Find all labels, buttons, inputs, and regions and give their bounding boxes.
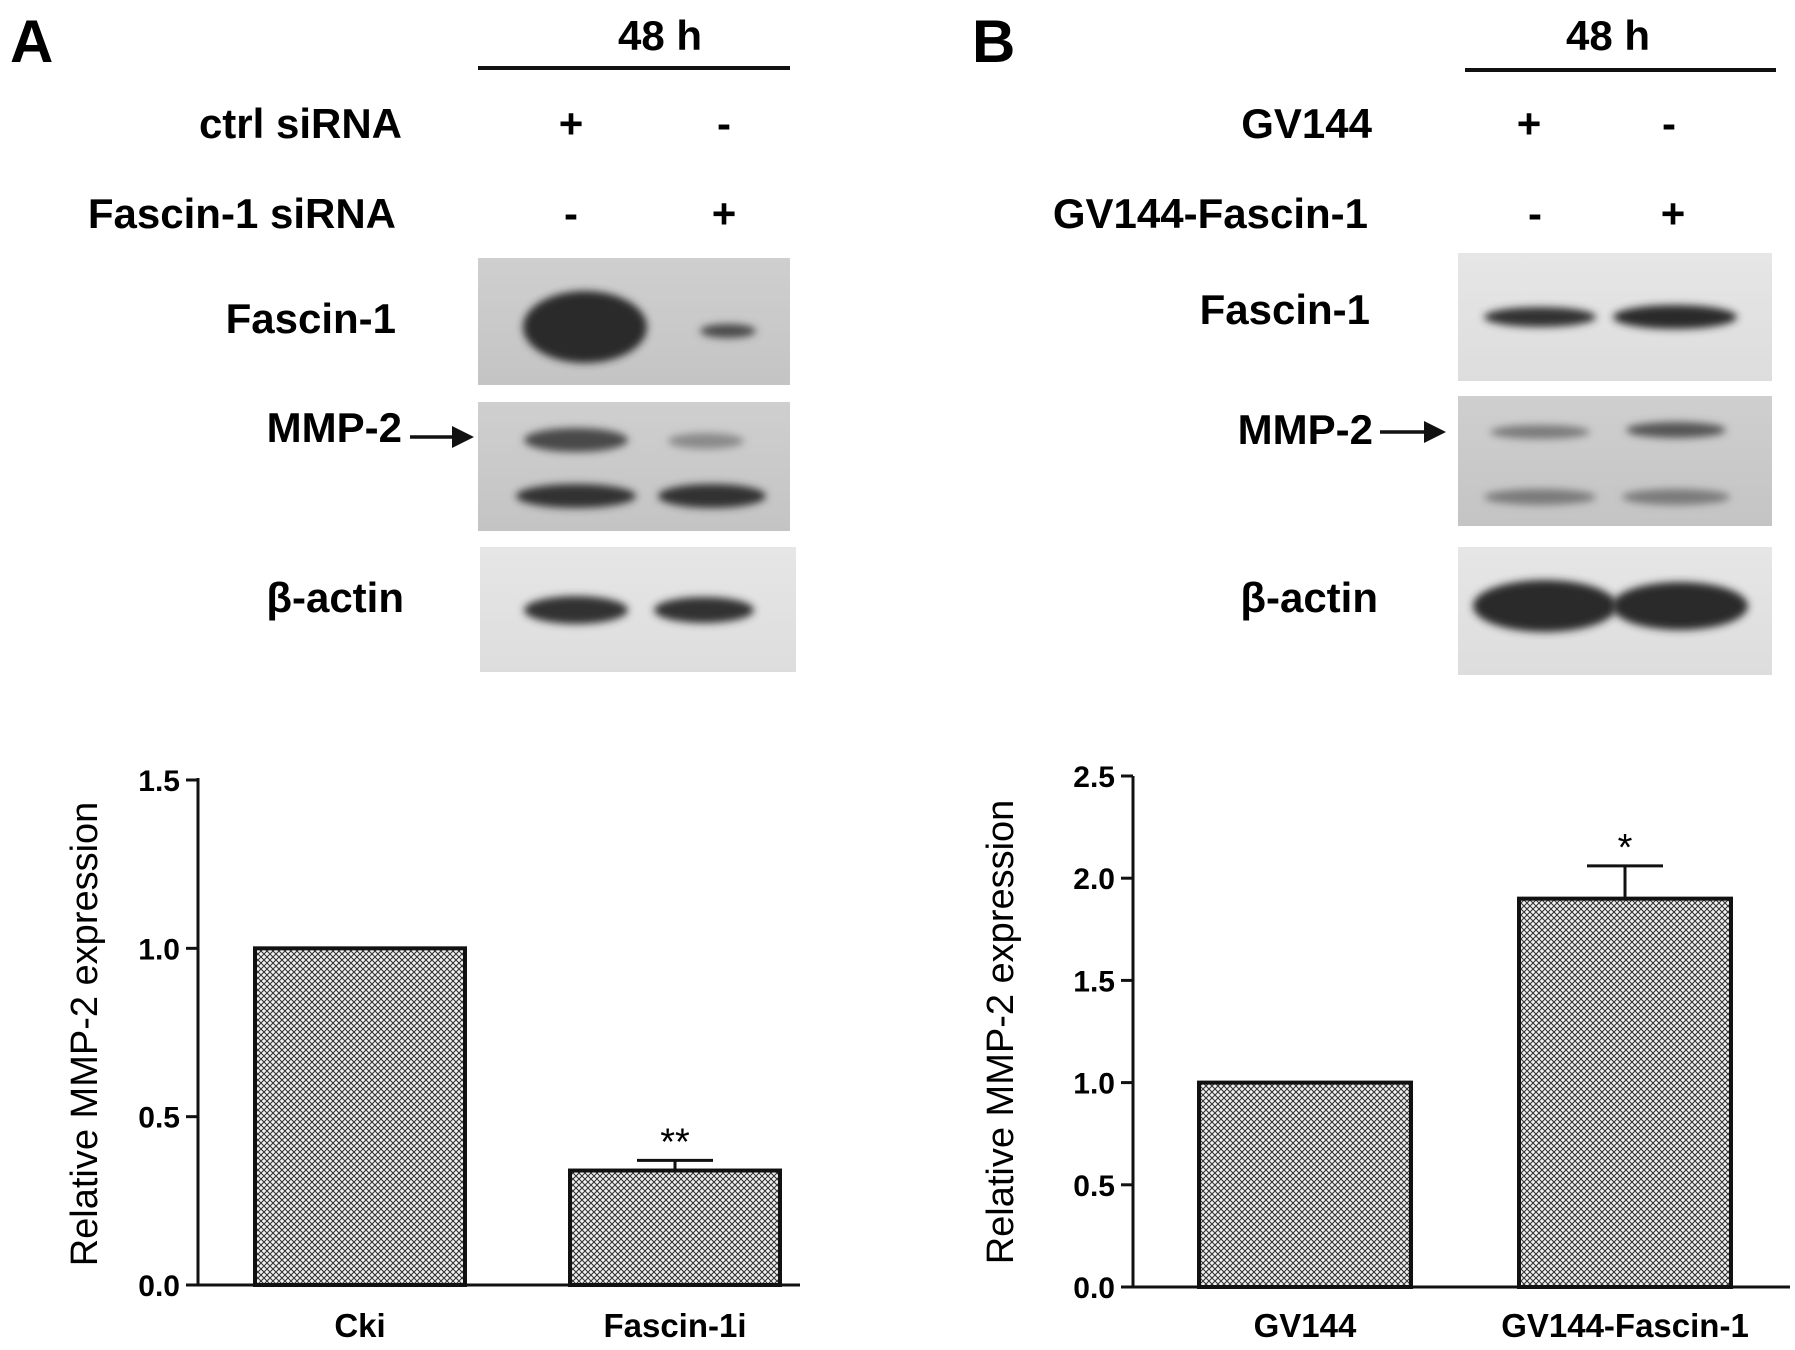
category-label-1: Cki	[334, 1307, 385, 1344]
category-label-2: GV144-Fascin-1	[1501, 1307, 1749, 1344]
time-label-a: 48 h	[618, 12, 702, 59]
bar-chart-b: Relative MMP-2 expression 0.0 0.5 1.0 1.5 2.…	[980, 761, 1790, 1344]
arrow-icon	[410, 426, 474, 448]
significance-marker: **	[660, 1121, 690, 1163]
bar-2	[568, 1168, 782, 1287]
lane-sign-b2-1: -	[1528, 190, 1542, 237]
blot-label-a-actin: β-actin	[266, 574, 404, 621]
blot-label-a-mmp2: MMP-2	[267, 404, 402, 451]
panel-a: A 48 h ctrl siRNA + - Fascin-1 siRNA - +…	[10, 8, 796, 672]
blot-label-b-fascin: Fascin-1	[1200, 286, 1370, 333]
blot-image-b-fascin	[1458, 253, 1772, 381]
y-tick-label: 2.0	[1073, 863, 1115, 896]
treatment-label-a2: Fascin-1 siRNA	[88, 190, 396, 237]
treatment-label-a1: ctrl siRNA	[199, 100, 402, 147]
lane-sign-a2-1: -	[564, 190, 578, 237]
bar-chart-a: Relative MMP-2 expression 0.0 0.5 1.0 1.5 C…	[64, 765, 800, 1344]
y-tick-label: 0.5	[1073, 1170, 1115, 1203]
y-tick-label: 1.5	[138, 765, 180, 798]
panel-letter-a: A	[10, 8, 53, 75]
blot-image-a-mmp2	[478, 402, 790, 531]
lane-sign-b1-2: -	[1662, 100, 1676, 147]
lane-sign-b1-1: +	[1517, 100, 1542, 147]
panel-b: B 48 h GV144 + - GV144-Fascin-1 - + Fasc…	[972, 8, 1776, 675]
y-tick-label: 0.0	[138, 1270, 180, 1303]
lane-sign-b2-2: +	[1661, 190, 1686, 237]
arrow-icon	[1380, 421, 1446, 443]
y-tick-label: 0.5	[138, 1102, 180, 1135]
y-axis-label-a: Relative MMP-2 expression	[64, 802, 106, 1267]
blot-image-a-actin	[480, 547, 796, 672]
blot-label-b-actin: β-actin	[1240, 574, 1378, 621]
time-label-b: 48 h	[1566, 12, 1650, 59]
bar-2	[1517, 896, 1733, 1289]
y-tick-label: 1.0	[138, 933, 180, 966]
blot-label-b-mmp2: MMP-2	[1238, 406, 1373, 453]
blot-image-a-fascin	[478, 258, 790, 385]
lane-sign-a1-1: +	[559, 100, 584, 147]
blot-label-a-fascin: Fascin-1	[226, 295, 396, 342]
blot-image-b-mmp2	[1458, 396, 1772, 526]
lane-sign-a1-2: -	[717, 100, 731, 147]
category-label-2: Fascin-1i	[603, 1307, 746, 1344]
y-tick-label: 0.0	[1073, 1272, 1115, 1305]
significance-marker: *	[1618, 827, 1633, 869]
treatment-label-b1: GV144	[1241, 100, 1372, 147]
y-tick-label: 1.5	[1073, 965, 1115, 998]
category-label-1: GV144	[1254, 1307, 1357, 1344]
panel-letter-b: B	[972, 8, 1015, 75]
bar-1	[1197, 1080, 1413, 1289]
lane-sign-a2-2: +	[712, 190, 737, 237]
y-tick-label: 2.5	[1073, 761, 1115, 794]
bar-1	[253, 946, 467, 1287]
treatment-label-b2: GV144-Fascin-1	[1053, 190, 1368, 237]
y-tick-label: 1.0	[1073, 1068, 1115, 1101]
y-axis-label-b: Relative MMP-2 expression	[980, 800, 1022, 1265]
blot-image-b-actin	[1458, 547, 1772, 675]
